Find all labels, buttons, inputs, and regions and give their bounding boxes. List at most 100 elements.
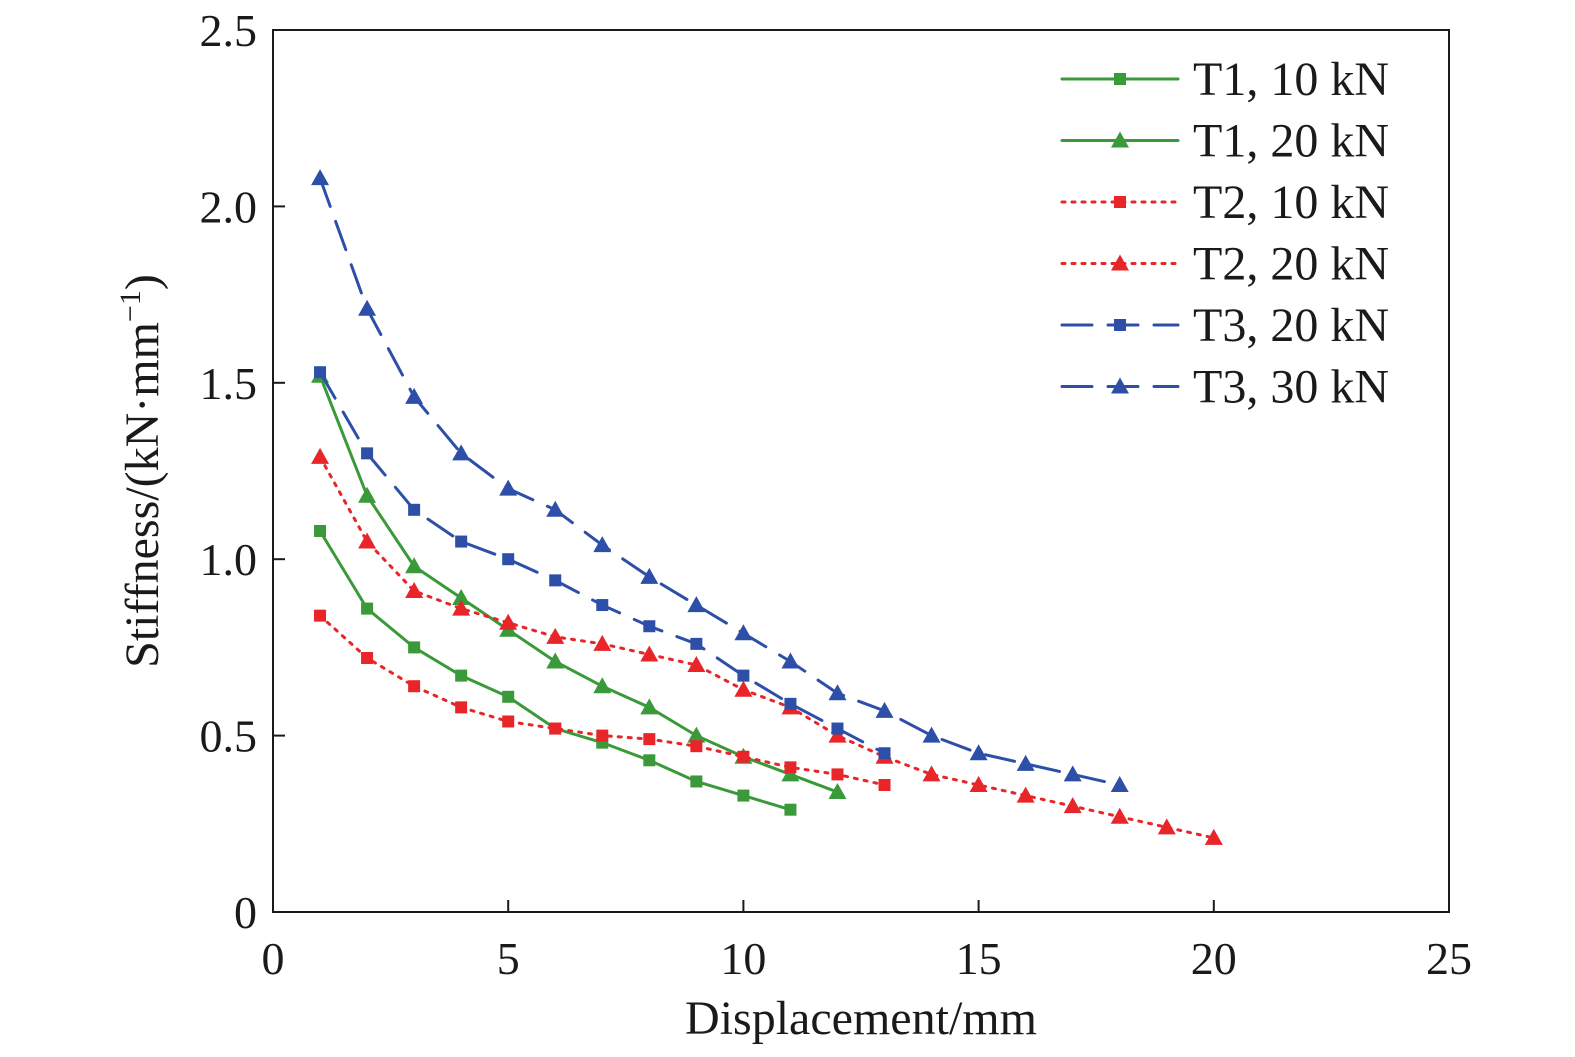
series-6 — [311, 169, 1129, 792]
series-line — [318, 455, 1216, 840]
data-point — [361, 651, 374, 664]
legend: T1, 10 kN T1, 20 kN T2, 10 kN T2, 20 kN T3, … — [1060, 53, 1389, 414]
data-point — [314, 609, 327, 622]
data-point — [640, 645, 659, 662]
data-point — [643, 620, 656, 633]
data-point — [828, 726, 847, 743]
y-tick-label: 1.0 — [200, 534, 258, 585]
data-point — [311, 447, 330, 464]
data-point — [499, 479, 518, 496]
y-axis-title-exponent: −1 — [114, 290, 147, 322]
data-point — [643, 733, 656, 746]
y-axis-title-prefix: Stiffness/(kN·mm — [116, 322, 169, 668]
data-point — [358, 486, 377, 503]
data-point — [690, 775, 703, 788]
legend-item: T2, 10 kN — [1060, 176, 1389, 229]
legend-marker — [1111, 254, 1129, 271]
data-point — [408, 680, 421, 693]
x-axis-title: Displacement/mm — [685, 992, 1037, 1045]
y-tick-label: 0 — [234, 887, 257, 938]
data-point — [455, 701, 468, 714]
y-axis-title-suffix: ) — [116, 274, 169, 290]
data-point — [784, 697, 797, 710]
data-point — [734, 624, 753, 641]
series-line — [318, 374, 839, 794]
y-axis-title: Stiffness/(kN·mm−1) — [114, 274, 169, 668]
legend-label: T2, 10 kN — [1193, 176, 1389, 229]
legend-label: T1, 10 kN — [1193, 53, 1389, 106]
data-point — [314, 524, 327, 537]
data-point — [593, 677, 612, 694]
data-point — [690, 637, 703, 650]
data-point — [546, 652, 565, 669]
data-point — [1110, 807, 1129, 824]
legend-item: T2, 20 kN — [1060, 238, 1389, 291]
data-point — [878, 747, 891, 760]
data-point — [784, 803, 797, 816]
legend-marker — [1111, 377, 1129, 394]
data-point — [922, 726, 941, 743]
data-point — [690, 740, 703, 753]
data-point — [828, 783, 847, 800]
series-1 — [314, 524, 797, 816]
data-point — [549, 574, 562, 587]
data-point — [455, 669, 468, 682]
data-point — [452, 599, 471, 616]
series-5 — [314, 366, 891, 760]
data-point — [687, 656, 706, 673]
legend-item: T1, 10 kN — [1060, 53, 1389, 106]
data-point — [408, 503, 421, 516]
data-point — [502, 553, 515, 566]
x-tick-label: 10 — [720, 933, 766, 984]
legend-label: T2, 20 kN — [1193, 238, 1389, 291]
data-point — [361, 602, 374, 615]
data-point — [1063, 797, 1082, 814]
data-point — [784, 761, 797, 774]
data-point — [593, 536, 612, 553]
data-point — [640, 698, 659, 715]
data-point — [452, 444, 471, 461]
data-point — [687, 726, 706, 743]
axis-ticks: 0 5 10 15 20 25 0 0.5 1.0 1.5 2.0 2.5 — [200, 5, 1473, 984]
data-point — [781, 765, 800, 782]
series-4 — [311, 447, 1223, 845]
data-point — [596, 729, 609, 742]
data-point — [502, 715, 515, 728]
data-point — [737, 750, 750, 763]
data-point — [596, 599, 609, 612]
x-tick-label: 20 — [1191, 933, 1237, 984]
data-point — [969, 744, 988, 761]
legend-item: T3, 30 kN — [1060, 361, 1389, 414]
data-point — [358, 532, 377, 549]
legend-label: T3, 30 kN — [1193, 361, 1389, 414]
data-point — [737, 789, 750, 802]
data-point — [969, 775, 988, 792]
legend-marker — [1114, 319, 1126, 331]
data-point — [311, 169, 330, 186]
data-point — [405, 387, 424, 404]
data-point — [455, 535, 468, 548]
data-point — [549, 722, 562, 735]
legend-marker — [1111, 131, 1129, 148]
data-point — [361, 447, 374, 460]
data-point — [1063, 765, 1082, 782]
series-3 — [314, 609, 891, 791]
data-point — [502, 690, 515, 703]
y-tick-label: 2.5 — [200, 5, 258, 56]
plot-frame — [272, 29, 1450, 913]
legend-label: T3, 20 kN — [1193, 299, 1389, 352]
data-point — [640, 567, 659, 584]
data-point — [1204, 828, 1223, 845]
data-point — [452, 589, 471, 606]
data-point — [687, 596, 706, 613]
series-line — [318, 370, 887, 755]
legend-marker — [1114, 73, 1126, 85]
data-point — [737, 669, 750, 682]
data-point — [1016, 786, 1035, 803]
legend-item: T3, 20 kN — [1060, 299, 1389, 352]
data-point — [831, 768, 844, 781]
y-tick-label: 0.5 — [200, 711, 258, 762]
data-point — [1016, 754, 1035, 771]
legend-marker — [1114, 196, 1126, 208]
